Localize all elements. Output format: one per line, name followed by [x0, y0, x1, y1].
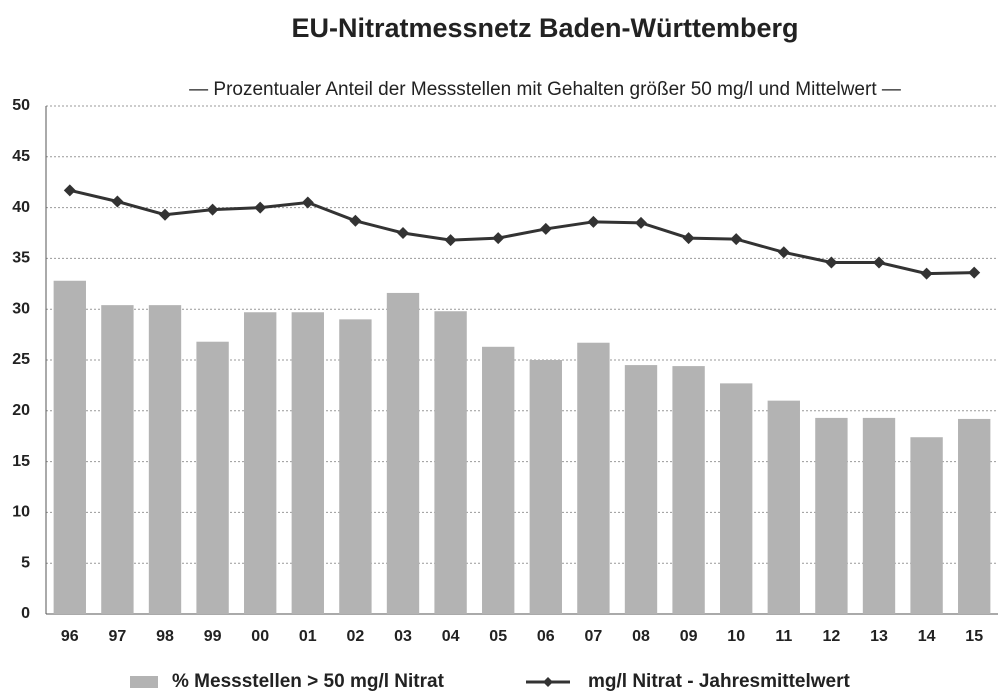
x-tick-label: 11 — [775, 628, 792, 645]
x-tick-label: 96 — [61, 628, 79, 645]
bar — [386, 292, 420, 614]
bar — [767, 400, 800, 614]
x-tick-label: 02 — [347, 628, 365, 645]
bar — [434, 311, 467, 614]
line-marker — [397, 227, 409, 239]
line-marker — [777, 246, 790, 259]
y-tick-label: 15 — [12, 453, 30, 470]
y-tick-label: 25 — [12, 351, 30, 368]
legend-swatch — [130, 676, 158, 688]
x-tick-label: 13 — [870, 628, 888, 645]
y-tick-label: 10 — [12, 504, 30, 521]
legend-label: mg/l Nitrat - Jahresmittelwert — [588, 671, 851, 692]
y-tick-label: 35 — [12, 250, 30, 267]
chart-subtitle: — Prozentualer Anteil der Messstellen mi… — [189, 79, 901, 100]
x-tick-label: 06 — [537, 628, 555, 645]
bar — [958, 418, 991, 614]
x-tick-label: 03 — [394, 628, 412, 645]
bar — [101, 305, 134, 614]
x-tick-label: 12 — [823, 628, 841, 645]
x-tick-label: 09 — [680, 628, 698, 645]
line-marker — [254, 201, 267, 214]
line-marker — [539, 222, 552, 235]
y-tick-label: 5 — [21, 554, 30, 571]
bar — [720, 383, 753, 614]
line-marker — [968, 266, 981, 279]
line-marker — [63, 184, 76, 197]
x-tick-label: 98 — [156, 628, 174, 645]
bar — [482, 346, 515, 614]
line-marker — [873, 256, 885, 269]
bar — [53, 280, 86, 614]
x-tick-label: 01 — [299, 628, 317, 645]
line-marker — [730, 233, 743, 246]
bar — [672, 366, 705, 614]
x-tick-label: 05 — [489, 628, 507, 645]
line-marker — [635, 216, 647, 229]
x-tick-label: 99 — [204, 628, 222, 645]
line-marker — [301, 196, 314, 209]
bar — [577, 342, 610, 614]
y-tick-label: 40 — [12, 199, 30, 216]
x-tick-label: 04 — [442, 628, 460, 645]
bar — [910, 437, 943, 614]
bar — [196, 341, 229, 614]
bar — [244, 312, 277, 614]
line-marker — [349, 214, 362, 227]
bar — [624, 365, 658, 614]
line-marker — [111, 195, 124, 208]
x-tick-label: 15 — [965, 628, 983, 645]
y-tick-label: 45 — [12, 148, 30, 165]
line-marker — [920, 267, 933, 280]
x-tick-label: 08 — [632, 628, 650, 645]
chart-title: EU-Nitratmessnetz Baden-Württemberg — [291, 13, 798, 43]
x-tick-label: 07 — [585, 628, 603, 645]
line — [69, 188, 975, 276]
bar — [339, 319, 372, 614]
line-marker — [206, 203, 219, 216]
legend-label: % Messstellen > 50 mg/l Nitrat — [172, 671, 445, 692]
line-marker — [444, 234, 457, 247]
x-tick-label: 14 — [918, 628, 936, 645]
y-tick-label: 50 — [12, 97, 30, 114]
bar — [529, 360, 562, 614]
y-tick-label: 20 — [12, 402, 30, 419]
y-tick-label: 30 — [12, 300, 30, 317]
line-marker — [492, 232, 505, 245]
bar — [291, 312, 324, 614]
bar — [862, 417, 896, 614]
y-tick-label: 0 — [21, 605, 30, 622]
line-marker — [159, 208, 171, 221]
x-tick-label: 10 — [727, 628, 745, 645]
legend-marker — [543, 677, 553, 687]
bar — [148, 305, 182, 614]
line-marker — [587, 215, 600, 228]
x-tick-label: 97 — [109, 628, 127, 645]
bar — [815, 417, 848, 614]
line-marker — [682, 232, 695, 245]
line-marker — [825, 256, 838, 269]
x-tick-label: 00 — [251, 628, 269, 645]
